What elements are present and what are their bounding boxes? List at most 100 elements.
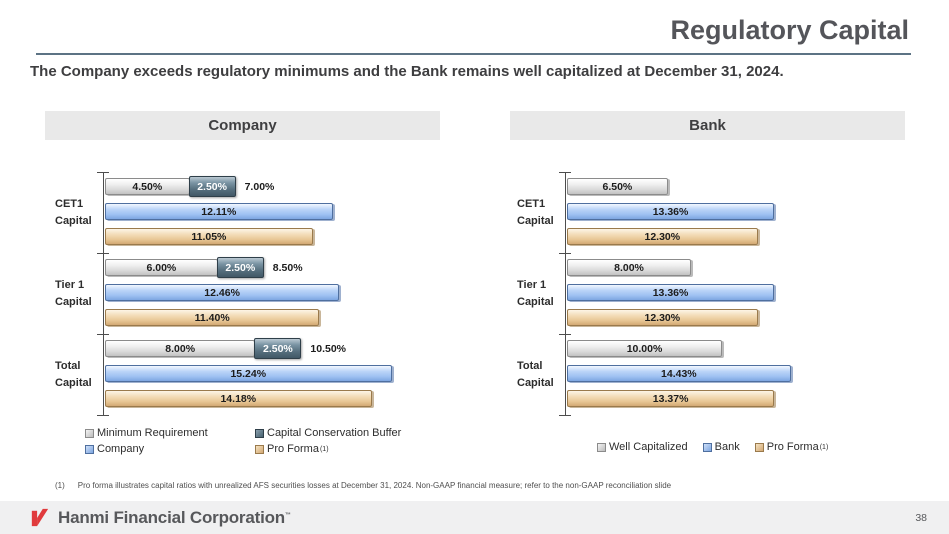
footnote-marker: (1) [55, 481, 65, 490]
bar-row: 11.40% [105, 309, 485, 326]
bar-row: 12.30% [567, 309, 947, 326]
bar-company: 12.11% [105, 203, 333, 220]
bank-chart-legend: Well Capitalized Bank Pro Forma (1) [597, 441, 828, 453]
category-label-line: Tier 1 [55, 278, 85, 291]
bar-pro-forma: 14.18% [105, 390, 372, 407]
legend-swatch-icon [597, 442, 606, 452]
category-group: Tier 1 Capital 8.00% 13.36% 12.30% [492, 253, 947, 334]
bank-bar-chart: CET1 Capital 6.50% 13.36% 12.30% Tier 1 Capita… [492, 172, 947, 416]
axis-tick [559, 415, 571, 416]
legend-label: Pro Forma [766, 441, 819, 453]
axis-tick [97, 334, 109, 335]
category-label-line: Tier 1 [517, 278, 547, 291]
bar-value-label: 13.37% [652, 392, 689, 405]
axis-tick [97, 253, 109, 254]
legend-label: Pro Forma [267, 443, 319, 455]
legend-swatch-icon [754, 442, 764, 452]
legend-item-capital-conservation-buffer: Capital Conservation Buffer [255, 427, 401, 439]
legend-label: Minimum Requirement [97, 427, 208, 439]
bar-value-label: 2.50% [263, 342, 293, 355]
bar-value-label: 4.50% [132, 180, 163, 193]
category-label-line: CET1 [55, 197, 84, 210]
company-bar-chart: CET1 Capital 4.50% 2.50% 7.00% 12.11% 11.05% Ti… [30, 172, 485, 416]
category-label-line: Capital [517, 376, 554, 389]
bar-pro-forma: 11.05% [105, 228, 313, 245]
bar-row: 13.37% [567, 390, 947, 407]
category-group: Total Capital 10.00% 14.43% 13.37% [492, 334, 947, 415]
bar-row: 8.00% [567, 259, 947, 276]
panel-title-company: Company [208, 117, 277, 134]
bar-value-label: 6.50% [602, 180, 633, 193]
footnote: (1) Pro forma illustrates capital ratios … [55, 481, 671, 490]
bar-row: 6.50% [567, 178, 947, 195]
bar-pro-forma: 12.30% [567, 309, 758, 326]
legend-item-pro-forma: Pro Forma (1) [754, 441, 829, 453]
bar-row: 10.00% [567, 340, 947, 357]
category-label: Total Capital [517, 357, 554, 391]
bar-value-label: 2.50% [197, 180, 227, 193]
category-label: Tier 1 Capital [55, 276, 92, 310]
category-label-line: Capital [55, 295, 92, 308]
category-label-line: Capital [55, 376, 92, 389]
company-chart-legend: Minimum Requirement Capital Conservation … [85, 427, 401, 455]
hanmi-logo-icon [28, 506, 51, 529]
category-label-line: Capital [517, 295, 554, 308]
legend-label: Well Capitalized [609, 441, 688, 453]
bar-bank: 14.43% [567, 365, 791, 382]
legend-item-company: Company [85, 443, 255, 455]
bar-capital-conservation-buffer: 2.50% [216, 257, 264, 278]
category-group: CET1 Capital 4.50% 2.50% 7.00% 12.11% 11.05% [30, 172, 485, 253]
footnote-ref: (1) [819, 443, 829, 451]
legend-swatch-icon [85, 428, 94, 438]
category-group: Tier 1 Capital 6.00% 2.50% 8.50% 12.46% 11.40% [30, 253, 485, 334]
bar-row: 15.24% [105, 365, 485, 382]
bar-well-capitalized: 8.00% [567, 259, 691, 276]
bar-capital-conservation-buffer: 2.50% [188, 176, 236, 197]
y-axis-line [565, 172, 566, 415]
bar-company: 12.46% [105, 284, 340, 301]
bar-value-label: 12.30% [644, 230, 681, 243]
page-title: Regulatory Capital [670, 15, 909, 45]
axis-tick [559, 172, 571, 173]
bar-minimum-requirement: 8.00% [105, 340, 256, 357]
bar-value-label: 11.40% [194, 311, 230, 324]
legend-label: Bank [714, 441, 740, 453]
bar-value-label: 13.36% [652, 286, 689, 299]
bar-row: 14.18% [105, 390, 485, 407]
bar-row: 12.46% [105, 284, 485, 301]
bar-company: 15.24% [105, 365, 392, 382]
category-label-line: Capital [517, 214, 554, 227]
y-axis-line [103, 172, 104, 415]
bar-value-label: 8.00% [165, 342, 196, 355]
footer-bar: Hanmi Financial Corporation™ 38 [0, 501, 949, 534]
axis-tick [97, 415, 109, 416]
category-group: Total Capital 8.00% 2.50% 10.50% 15.24% 14.18% [30, 334, 485, 415]
footnote-ref: (1) [319, 445, 329, 453]
category-label-line: CET1 [517, 197, 546, 210]
bar-pro-forma: 11.40% [105, 309, 320, 326]
footnote-text: Pro forma illustrates capital ratios wit… [77, 481, 672, 490]
bar-row: 14.43% [567, 365, 947, 382]
bar-well-capitalized: 6.50% [567, 178, 668, 195]
trademark-icon: ™ [284, 511, 291, 518]
bar-bank: 13.36% [567, 284, 775, 301]
bar-value-label: 2.50% [225, 261, 256, 274]
panel-title-bank: Bank [689, 117, 726, 134]
bar-capital-conservation-buffer: 2.50% [254, 338, 302, 359]
panel-header-bank: Bank [510, 111, 905, 140]
axis-tick [559, 253, 571, 254]
bar-row: 12.30% [567, 228, 947, 245]
bar-bank: 13.36% [567, 203, 775, 220]
bar-value-label: 13.36% [652, 205, 689, 218]
category-group: CET1 Capital 6.50% 13.36% 12.30% [492, 172, 947, 253]
bar-row: 13.36% [567, 284, 947, 301]
bar-row: 13.36% [567, 203, 947, 220]
bar-value-label: 12.11% [201, 205, 237, 218]
bar-minimum-requirement: 6.00% [105, 259, 218, 276]
bar-value-label: 11.05% [191, 230, 227, 243]
legend-swatch-icon [255, 428, 264, 438]
category-label: Total Capital [55, 357, 92, 391]
legend-item-bank: Bank [702, 441, 740, 453]
bar-total-label: 10.50% [310, 342, 347, 355]
bar-row: 6.00% 2.50% 8.50% [105, 257, 485, 278]
